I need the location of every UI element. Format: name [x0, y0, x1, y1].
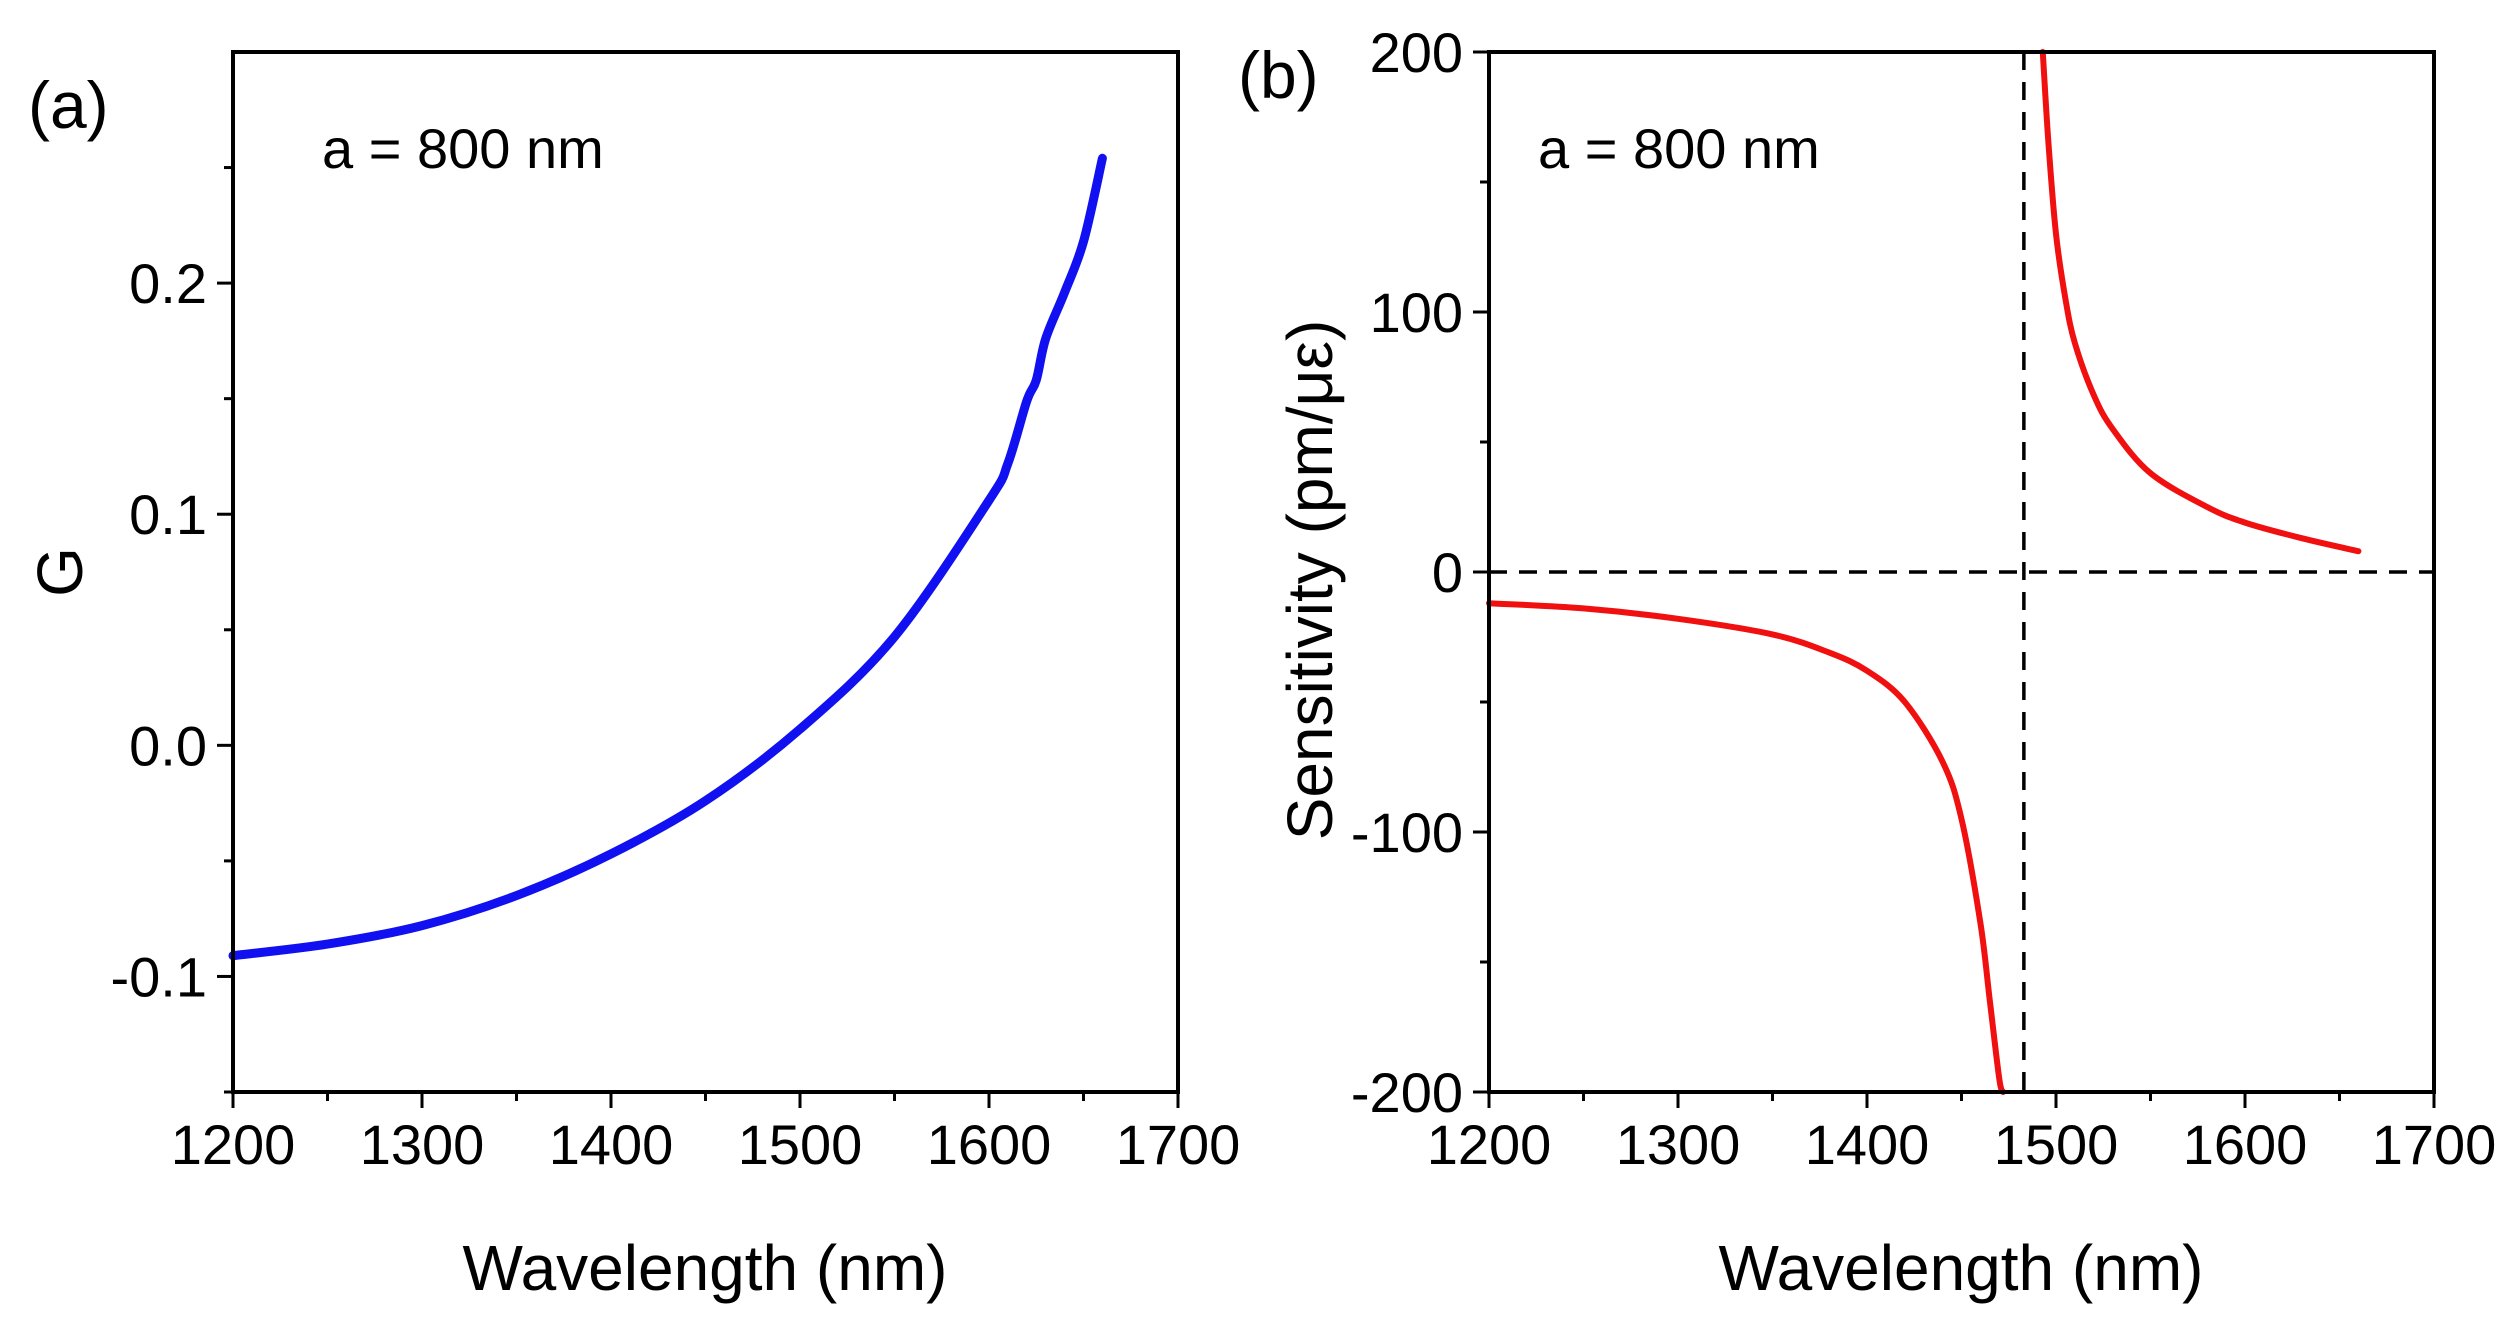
panel-a-annotation: a = 800 nm [322, 117, 604, 180]
panel-b-label: (b) [1238, 38, 1319, 112]
panel-b-y-tick-label: 100 [1370, 281, 1463, 344]
panel-b-ticks: 1200 1300 1400 1500 1600 1700 -200 -100 0 100 200 [1351, 21, 2496, 1176]
panel-a-y-axis-title: G [24, 547, 96, 597]
panel-b-x-tick-label: 1600 [2183, 1113, 2308, 1176]
panel-a-x-tick-label: 1300 [360, 1113, 485, 1176]
panel-b-series-1-line [2039, 49, 2362, 555]
panel-b-x-tick-label: 1700 [2372, 1113, 2497, 1176]
panel-a-x-tick-label: 1200 [171, 1113, 296, 1176]
panel-b-y-tick-label: 200 [1370, 21, 1463, 84]
panel-a-y-tick-label: -0.1 [111, 945, 208, 1008]
panel-a-x-tick-label: 1400 [549, 1113, 674, 1176]
panel-b-x-tick-label: 1300 [1616, 1113, 1741, 1176]
panel-b: 1200 1300 1400 1500 1600 1700-200-1000100200 … [1238, 21, 2496, 1304]
panel-b-x-tick-label: 1400 [1805, 1113, 1930, 1176]
panel-b-y-axis-title: Sensitivity (pm/με) [1274, 320, 1346, 841]
panel-a-x-tick-label: 1600 [927, 1113, 1052, 1176]
panel-a: 1200 1300 1400 1500 1600 1700 -0.1 0.0 0.1 0.2 (a… [24, 50, 1241, 1304]
panel-b-x-axis-title: Wavelength (nm) [1719, 1232, 2204, 1304]
panel-b-x-tick-label: 1200 [1427, 1113, 1552, 1176]
panel-a-ticks: 1200 1300 1400 1500 1600 1700 -0.1 0.0 0.1 0.2 [111, 166, 1241, 1176]
panel-b-reference-lines [1489, 52, 2434, 1092]
panel-a-x-tick-label: 1500 [738, 1113, 863, 1176]
panel-b-y-tick-label: 0 [1432, 541, 1463, 604]
panel-b-y-tick-label: -100 [1351, 801, 1463, 864]
panel-b-plot-frame [1487, 50, 2436, 1094]
panel-b-annotation: a = 800 nm [1538, 117, 1820, 180]
panel-a-label: (a) [28, 68, 109, 142]
panel-b-y-tick-label: -200 [1351, 1061, 1463, 1124]
panel-b-x-tick-label: 1500 [1994, 1113, 2119, 1176]
panel-a-y-tick-label: 0.2 [129, 252, 207, 315]
panel-a-x-tick-label: 1700 [1116, 1113, 1241, 1176]
panel-a-y-tick-label: 0.0 [129, 714, 207, 777]
panel-a-series-layer [228, 153, 1107, 961]
panel-a-series-0-line [228, 153, 1107, 961]
panel-b-series-layer [1486, 49, 2362, 1095]
panel-b-series-0-line [1486, 600, 2007, 1095]
panel-a-x-axis-title: Wavelength (nm) [463, 1232, 948, 1304]
panel-a-y-tick-label: 0.1 [129, 483, 207, 546]
